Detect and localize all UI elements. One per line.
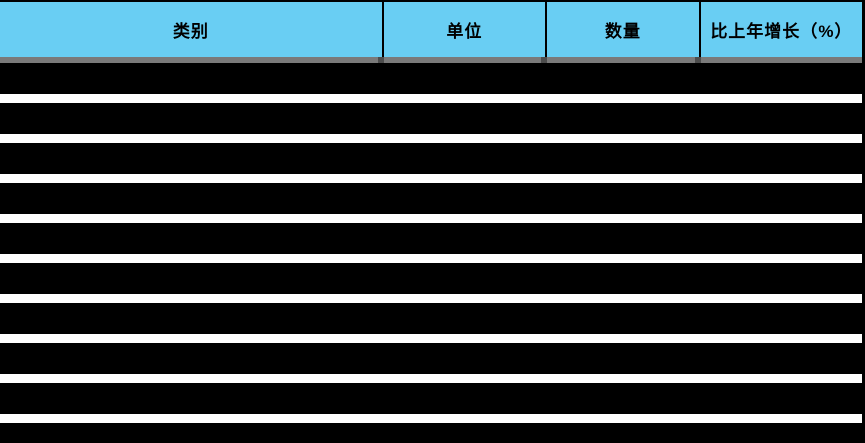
table-row: [0, 223, 862, 254]
table-row: [0, 343, 862, 374]
column-header-yoy-growth: 比上年增长（%）: [699, 2, 862, 57]
column-divider-stub: [541, 57, 547, 63]
table-row: [0, 423, 862, 443]
column-divider-stub: [695, 57, 701, 63]
column-header-unit: 单位: [382, 2, 545, 57]
column-header-quantity-label: 数量: [605, 22, 641, 41]
table-row: [0, 183, 862, 214]
table-body: [0, 63, 862, 443]
column-header-category-label: 类别: [173, 22, 209, 41]
table-row: [0, 383, 862, 414]
column-header-category: 类别: [0, 2, 382, 57]
table-row: [0, 143, 862, 174]
table-row: [0, 63, 862, 94]
column-header-quantity: 数量: [545, 2, 699, 57]
table-header-row: 类别 单位 数量 比上年增长（%）: [0, 2, 862, 57]
table-row: [0, 263, 862, 294]
table-row: [0, 103, 862, 134]
column-divider-stub: [378, 57, 384, 63]
column-header-yoy-growth-label: 比上年增长（%）: [710, 22, 853, 41]
table-row: [0, 303, 862, 334]
header-shadow: [0, 57, 862, 63]
column-header-unit-label: 单位: [446, 22, 483, 41]
